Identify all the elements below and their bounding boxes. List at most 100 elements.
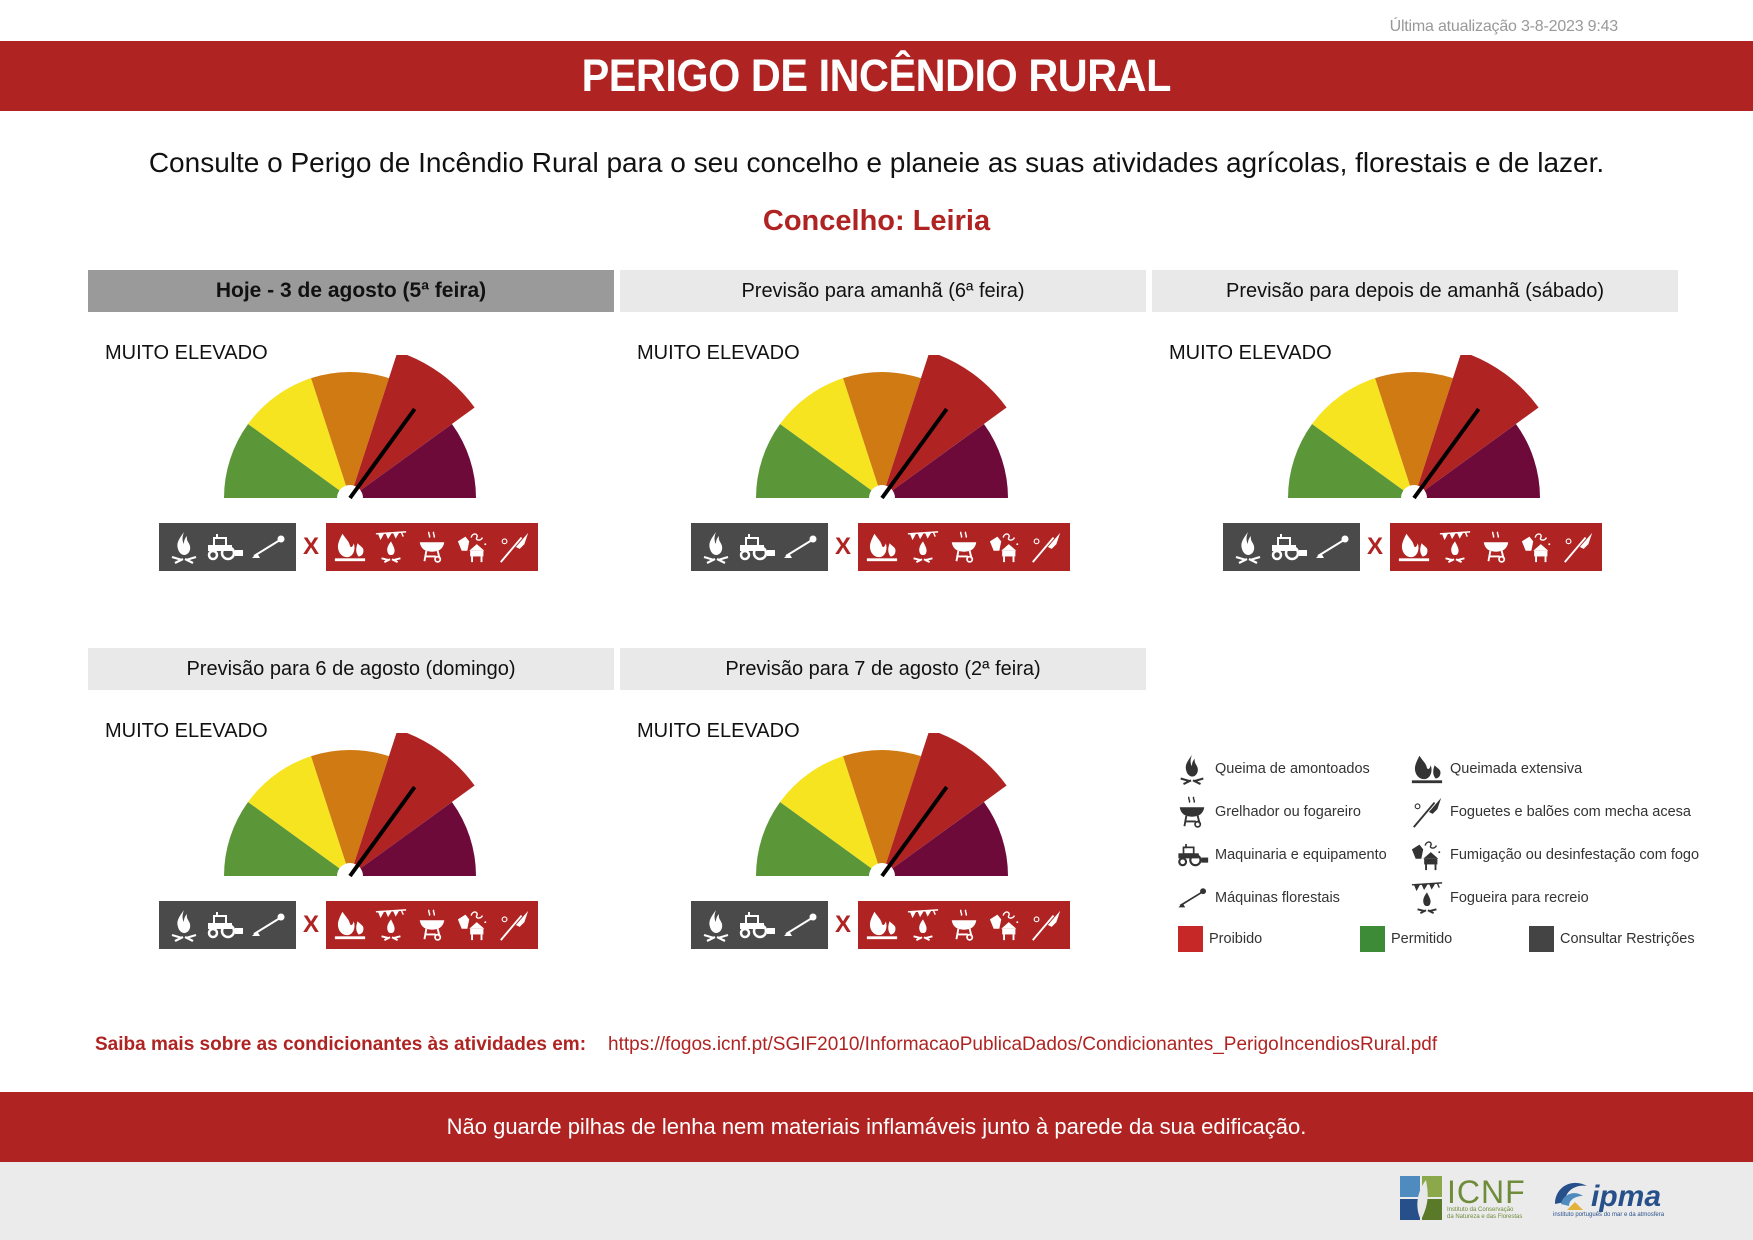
grelhador-icon xyxy=(415,529,449,565)
legend-item-fogueira-recreio: Fogueira para recreio xyxy=(1410,881,1589,915)
foguetes-icon xyxy=(497,907,531,943)
fumigacao-icon xyxy=(1520,529,1554,565)
legend-item-maquinas-florestais: Máquinas florestais xyxy=(1175,881,1340,915)
gauge-needle xyxy=(348,407,417,500)
safety-tip-text: Não guarde pilhas de lenha nem materiais… xyxy=(446,1114,1307,1139)
activity-status-row: X xyxy=(1223,523,1602,571)
danger-gauge xyxy=(756,355,1008,511)
more-info-label: Saiba mais sobre as condicionantes às at… xyxy=(95,1034,587,1055)
queimada-extensiva-icon xyxy=(333,907,367,943)
gauge-needle xyxy=(880,785,949,878)
proibido-swatch xyxy=(1178,926,1203,952)
legend-item-foguetes: Foguetes e balões com mecha acesa xyxy=(1410,795,1691,829)
maquinaria-icon xyxy=(1268,529,1308,565)
foguetes-icon xyxy=(1029,529,1063,565)
queima-amontoados-icon xyxy=(167,907,201,943)
danger-gauge xyxy=(756,733,1008,889)
gauge-needle xyxy=(348,785,417,878)
fogueira-recreio-icon xyxy=(906,907,940,943)
legend-item-maquinaria: Maquinaria e equipamento xyxy=(1175,838,1387,872)
maquinas-florestais-icon xyxy=(780,529,820,565)
queimada-extensiva-icon xyxy=(865,907,899,943)
legend-item-queimada-extensiva: Queimada extensiva xyxy=(1410,752,1582,786)
forecast-day-header: Previsão para depois de amanhã (sábado) xyxy=(1152,270,1678,312)
last-update: Última atualização 3-8-2023 9:43 xyxy=(1389,18,1619,35)
queima-amontoados-icon xyxy=(699,907,733,943)
maquinaria-icon xyxy=(736,529,776,565)
foguetes-icon xyxy=(497,529,531,565)
prohibited-activities-box xyxy=(326,523,538,571)
forecast-day-header: Previsão para 6 de agosto (domingo) xyxy=(88,648,614,690)
queima-amontoados-icon xyxy=(167,529,201,565)
maquinas-florestais-icon xyxy=(248,529,288,565)
footer: ICNF Instituto da Conservação da Naturez… xyxy=(0,1162,1753,1240)
queima-amontoados-icon xyxy=(1231,529,1265,565)
queimada-extensiva-icon xyxy=(333,529,367,565)
danger-level-label: MUITO ELEVADO xyxy=(105,342,268,364)
icnf-leaf-icon xyxy=(1400,1176,1442,1220)
fogueira-recreio-icon xyxy=(374,907,408,943)
legend-item-fumigacao: Fumigação ou desinfestação com fogo xyxy=(1410,838,1699,872)
activity-status-row: X xyxy=(691,901,1070,949)
forecast-day-header: Previsão para 7 de agosto (2ª feira) xyxy=(620,648,1146,690)
ipma-wave-icon xyxy=(1555,1182,1587,1210)
danger-level-label: MUITO ELEVADO xyxy=(637,720,800,742)
restricted-activities-box xyxy=(691,901,828,949)
forecast-card-4: Previsão para 7 de agosto (2ª feira) MUI… xyxy=(620,648,1146,988)
consultar-swatch xyxy=(1529,926,1554,952)
queimada-extensiva-icon xyxy=(1410,752,1444,786)
restricted-activities-box xyxy=(159,901,296,949)
restricted-activities-box xyxy=(159,523,296,571)
danger-gauge xyxy=(224,733,477,889)
foguetes-icon xyxy=(1561,529,1595,565)
foguetes-icon xyxy=(1410,795,1444,829)
maquinas-florestais-icon xyxy=(780,907,820,943)
activity-status-row: X xyxy=(159,523,538,571)
maquinas-florestais-icon xyxy=(248,907,288,943)
legend-swatch-proibido: Proibido xyxy=(1178,926,1262,952)
separator-x: X xyxy=(1366,533,1383,560)
legend-item-grelhador: Grelhador ou fogareiro xyxy=(1175,795,1361,829)
danger-gauge xyxy=(1288,355,1540,511)
queima-amontoados-icon xyxy=(699,529,733,565)
danger-gauge xyxy=(224,355,477,511)
fumigacao-icon xyxy=(988,529,1022,565)
danger-level-label: MUITO ELEVADO xyxy=(637,342,800,364)
maquinaria-icon xyxy=(204,529,244,565)
separator-x: X xyxy=(302,533,319,560)
maquinaria-icon xyxy=(736,907,776,943)
fumigacao-icon xyxy=(456,529,490,565)
grelhador-icon xyxy=(947,529,981,565)
forecast-card-1: Previsão para amanhã (6ª feira) MUITO EL… xyxy=(620,270,1146,610)
queimada-extensiva-icon xyxy=(1397,529,1431,565)
icnf-logo: ICNF Instituto da Conservação da Naturez… xyxy=(1400,1176,1526,1222)
permitido-swatch xyxy=(1360,926,1385,952)
conditions-pdf-link[interactable]: https://fogos.icnf.pt/SGIF2010/Informaca… xyxy=(608,1034,1438,1055)
fogueira-recreio-icon xyxy=(1410,881,1444,915)
grelhador-icon xyxy=(415,907,449,943)
danger-level-label: MUITO ELEVADO xyxy=(1169,342,1332,364)
page-title: PERIGO DE INCÊNDIO RURAL xyxy=(581,50,1172,101)
safety-tip-banner: Não guarde pilhas de lenha nem materiais… xyxy=(0,1092,1753,1162)
grelhador-icon xyxy=(1479,529,1513,565)
legend-swatch-consultar: Consultar Restrições xyxy=(1529,926,1695,952)
grelhador-icon xyxy=(1175,795,1209,829)
forecast-day-header: Previsão para amanhã (6ª feira) xyxy=(620,270,1146,312)
prohibited-activities-box xyxy=(326,901,538,949)
gauge-needle xyxy=(1412,407,1481,500)
prohibited-activities-box xyxy=(1390,523,1602,571)
queimada-extensiva-icon xyxy=(865,529,899,565)
maquinaria-icon xyxy=(204,907,244,943)
legend-swatch-permitido: Permitido xyxy=(1360,926,1452,952)
fumigacao-icon xyxy=(456,907,490,943)
separator-x: X xyxy=(302,911,319,938)
activity-status-row: X xyxy=(159,901,538,949)
title-banner: PERIGO DE INCÊNDIO RURAL xyxy=(0,41,1753,111)
more-info: Saiba mais sobre as condicionantes às at… xyxy=(95,1034,1437,1056)
forecast-card-0: Hoje - 3 de agosto (5ª feira) MUITO ELEV… xyxy=(88,270,614,610)
danger-level-label: MUITO ELEVADO xyxy=(105,720,268,742)
gauge-needle xyxy=(880,407,949,500)
separator-x: X xyxy=(834,911,851,938)
fogueira-recreio-icon xyxy=(1438,529,1472,565)
prohibited-activities-box xyxy=(858,901,1070,949)
